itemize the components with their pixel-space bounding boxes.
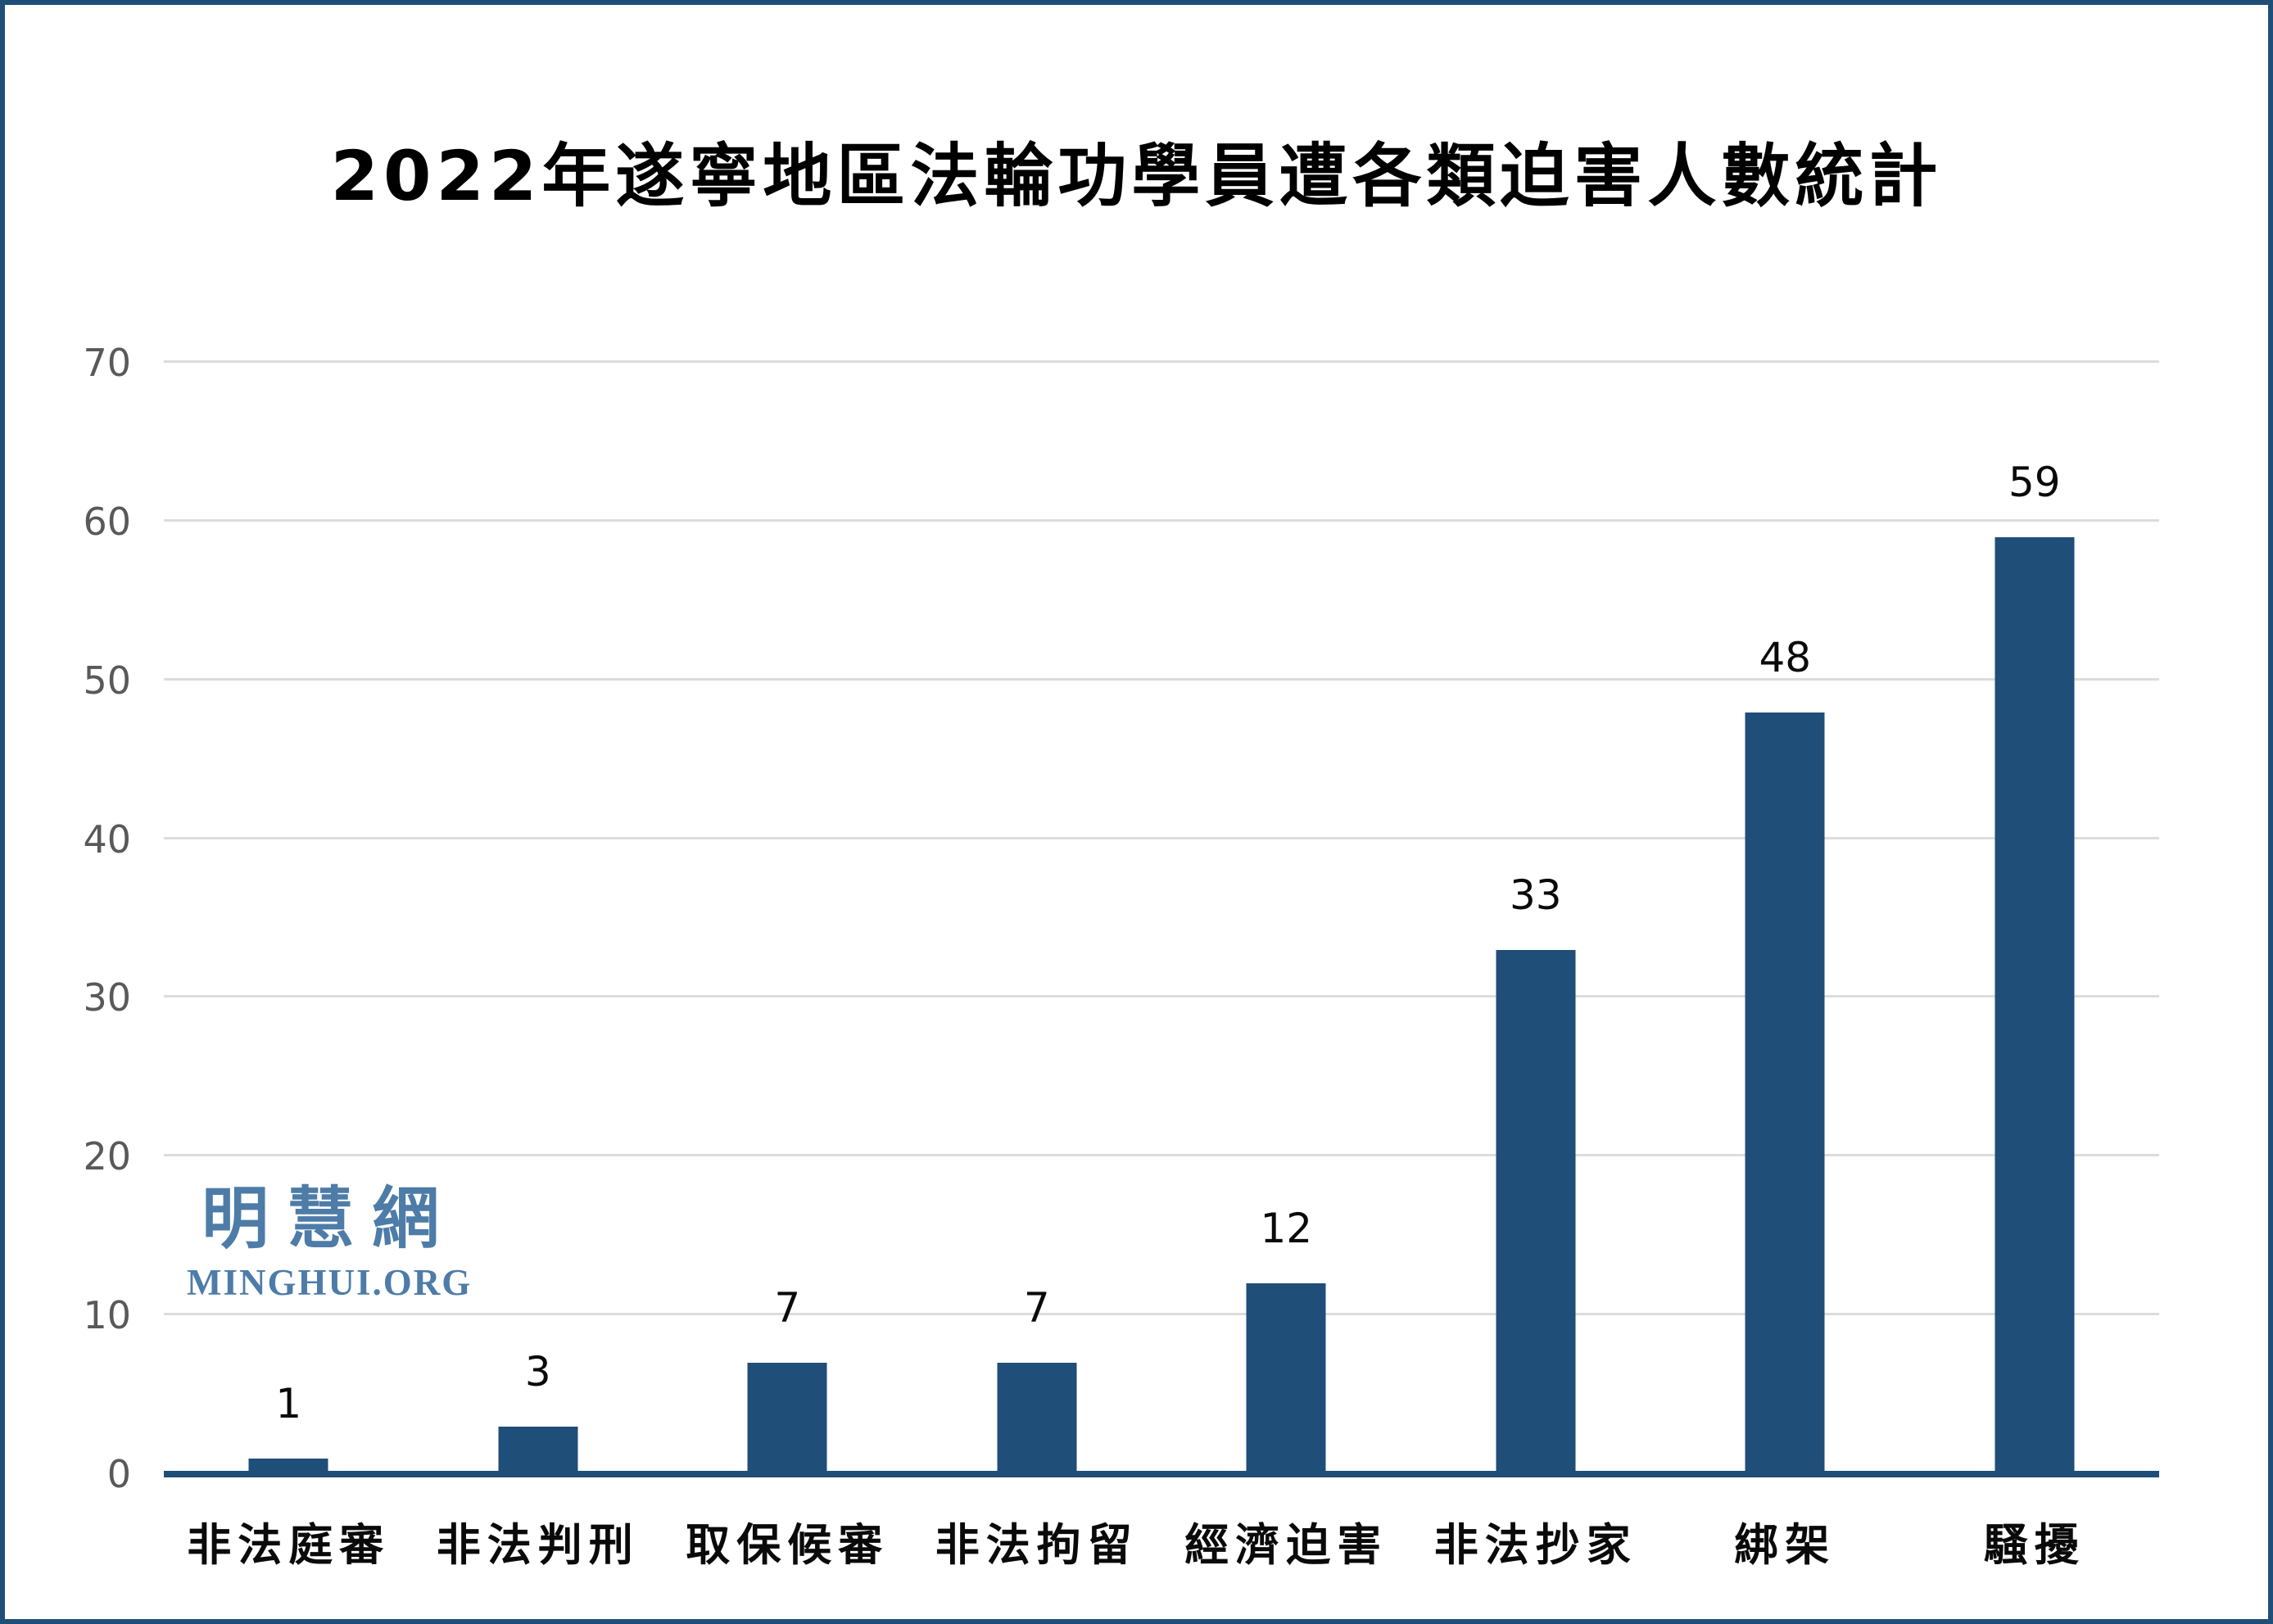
category-slot: 59 騷擾 — [1910, 363, 2160, 1571]
value-label-非法庭審: 1 — [275, 1379, 302, 1427]
plot-area: 1 非法庭審 3 非法判刑 7 取保候審 7 非法拘留 12 經濟迫害 33 非法抄家 48 綁架 59 騷擾 — [164, 360, 2160, 1572]
x-axis-label-非法庭審: 非法庭審 — [187, 1519, 391, 1571]
bar-非法抄家 — [1496, 950, 1576, 1474]
bar-經濟迫害 — [1246, 1283, 1326, 1474]
bar-非法庭審 — [248, 1458, 328, 1474]
value-label-非法抄家: 33 — [1509, 871, 1562, 920]
chart-title: 2022年遂寧地區法輪功學員遭各類迫害人數統計 — [330, 136, 1943, 216]
bar-綁架 — [1745, 712, 1825, 1474]
bar-非法判刑 — [498, 1426, 578, 1474]
x-axis-label-非法判刑: 非法判刑 — [436, 1519, 640, 1571]
x-axis-label-非法拘留: 非法拘留 — [935, 1519, 1139, 1571]
x-axis-label-非法抄家: 非法抄家 — [1433, 1519, 1637, 1571]
value-label-綁架: 48 — [1759, 633, 1812, 681]
x-axis-label-經濟迫害: 經濟迫害 — [1184, 1519, 1388, 1571]
category-slot: 7 取保候審 — [663, 363, 912, 1571]
bar-非法拘留 — [997, 1363, 1077, 1474]
gridline-y-50 — [164, 677, 2159, 681]
x-axis-label-取保候審: 取保候審 — [686, 1519, 890, 1571]
value-label-非法判刑: 3 — [524, 1347, 551, 1396]
value-label-非法拘留: 7 — [1023, 1284, 1050, 1332]
category-slot: 1 非法庭審 — [164, 363, 414, 1571]
x-axis-label-騷擾: 騷擾 — [1983, 1519, 2085, 1571]
value-label-取保候審: 7 — [774, 1284, 801, 1332]
category-slot: 33 非法抄家 — [1411, 363, 1661, 1571]
watermark-latin-logo: MINGHUI.ORG — [187, 1262, 473, 1303]
category-slot: 48 綁架 — [1660, 363, 1910, 1572]
gridline-y-60 — [164, 518, 2159, 522]
gridline-y-30 — [164, 995, 2159, 998]
category-slot: 7 非法拘留 — [912, 363, 1162, 1571]
gridline-y-70 — [164, 360, 2159, 363]
x-axis-baseline — [164, 1471, 2159, 1477]
gridline-y-10 — [164, 1313, 2159, 1316]
x-axis-label-綁架: 綁架 — [1734, 1519, 1836, 1571]
gridline-y-20 — [164, 1154, 2159, 1157]
minghui-watermark: 明慧網 MINGHUI.ORG — [187, 1186, 472, 1301]
watermark-cjk-logo: 明慧網 — [201, 1180, 458, 1258]
bar-騷擾 — [1995, 537, 2075, 1474]
bar-取保候審 — [747, 1363, 827, 1474]
value-label-騷擾: 59 — [2008, 459, 2061, 507]
value-label-經濟迫害: 12 — [1260, 1205, 1313, 1253]
category-slot: 3 非法判刑 — [414, 363, 663, 1571]
gridline-y-40 — [164, 836, 2159, 839]
category-slot: 12 經濟迫害 — [1161, 363, 1411, 1571]
